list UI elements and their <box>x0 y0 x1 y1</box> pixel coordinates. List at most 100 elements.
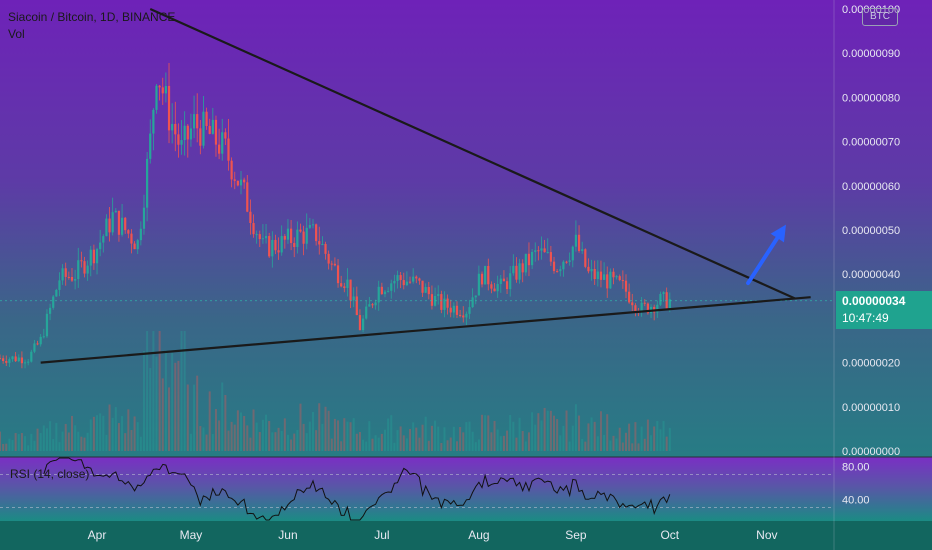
candle-body <box>202 111 205 146</box>
candle-body <box>430 294 434 306</box>
x-tick-label: Aug <box>468 528 489 542</box>
volume-bar <box>443 427 446 451</box>
volume-bar <box>64 423 67 451</box>
candle-body <box>211 119 214 134</box>
candle-body <box>571 246 574 261</box>
candle-body <box>487 265 490 285</box>
volume-bar <box>631 443 634 451</box>
candle-body <box>23 362 27 364</box>
candle-body <box>180 140 183 145</box>
volume-bar <box>565 410 568 451</box>
volume-bar <box>205 434 208 451</box>
y-tick-label: 0.00000080 <box>842 92 900 104</box>
volume-bar <box>603 434 606 451</box>
volume-bar <box>374 435 377 451</box>
volume-bar <box>261 419 264 451</box>
volume-bar <box>0 431 1 451</box>
volume-bar <box>164 350 167 451</box>
candle-body <box>502 278 506 282</box>
volume-bar <box>362 439 365 451</box>
candle-body <box>315 224 318 242</box>
volume-bar <box>665 436 668 451</box>
volume-bar <box>459 426 462 451</box>
candle-body <box>146 158 149 208</box>
candle-body <box>133 243 136 250</box>
candle-body <box>45 313 49 337</box>
volume-bar <box>387 418 390 451</box>
volume-bar <box>149 368 152 451</box>
volume-bar <box>17 434 20 451</box>
volume-bar <box>127 409 130 451</box>
volume-bar <box>643 438 646 451</box>
lower-trendline[interactable] <box>40 296 811 364</box>
candle-body <box>321 243 324 245</box>
candle-body <box>336 265 340 284</box>
volume-bar <box>36 428 39 451</box>
volume-bar <box>108 404 111 451</box>
volume-bar <box>283 418 286 451</box>
volume-bar <box>553 415 556 451</box>
volume-bar <box>302 423 305 451</box>
volume-bar <box>434 420 437 451</box>
y-tick-label: 0.00000090 <box>842 48 900 60</box>
volume-bar <box>452 426 455 451</box>
volume-bar <box>255 422 258 451</box>
candle-body <box>30 351 33 362</box>
volume-bar <box>308 421 311 451</box>
volume-bar <box>571 425 574 451</box>
upper-trendline[interactable] <box>149 7 796 300</box>
candle-body <box>518 263 521 280</box>
candle-body <box>42 336 45 338</box>
candle-body <box>92 249 95 264</box>
candle-body <box>343 286 346 288</box>
candle-body <box>358 315 362 331</box>
volume-bar <box>312 411 314 451</box>
volume-bar <box>49 421 52 451</box>
volume-bar <box>83 437 86 451</box>
currency-badge[interactable]: BTC <box>862 8 898 26</box>
candle-body <box>311 224 315 226</box>
volume-bar <box>584 441 587 451</box>
candle-body <box>11 356 14 360</box>
candle-body <box>440 294 443 310</box>
volume-bar <box>92 416 95 451</box>
candle-body <box>377 286 380 303</box>
rsi-label: RSI (14, close) <box>10 467 90 481</box>
candle-body <box>99 242 102 250</box>
volume-bar <box>318 403 321 451</box>
volume-bar <box>121 416 124 451</box>
volume-bar <box>540 420 543 451</box>
volume-bar <box>30 433 33 451</box>
volume-bar <box>189 433 192 451</box>
volume-bar <box>609 440 612 451</box>
candle-body <box>552 261 556 272</box>
candle-body <box>612 271 615 278</box>
volume-bar <box>105 434 108 451</box>
candle-body <box>631 302 634 306</box>
volume-bar <box>315 430 318 451</box>
candle-body <box>408 281 412 283</box>
chart-title: Siacoin / Bitcoin, 1D, BINANCE <box>8 10 176 24</box>
candle-body <box>521 263 524 273</box>
volume-bar <box>477 439 480 451</box>
candle-body <box>2 358 5 362</box>
candle-body <box>534 250 537 252</box>
candle-body <box>662 292 665 294</box>
volume-bar <box>355 433 358 451</box>
projection-arrow[interactable] <box>746 224 786 286</box>
candle-body <box>509 273 512 290</box>
candle-body <box>371 304 374 306</box>
volume-bar <box>183 331 186 451</box>
volume-bar <box>496 429 499 451</box>
candle-body <box>549 252 552 262</box>
candle-body <box>512 265 515 274</box>
time-axis[interactable]: Apr May Jun Jul Aug Sep Oct Nov <box>88 528 778 542</box>
volume-bar <box>243 416 246 451</box>
candle-countdown: 10:47:49 <box>842 311 889 325</box>
volume-bar <box>512 421 515 451</box>
volume-bar <box>111 417 114 451</box>
volume-bar <box>502 435 505 451</box>
volume-bar <box>218 420 221 451</box>
candle-body <box>390 283 393 291</box>
